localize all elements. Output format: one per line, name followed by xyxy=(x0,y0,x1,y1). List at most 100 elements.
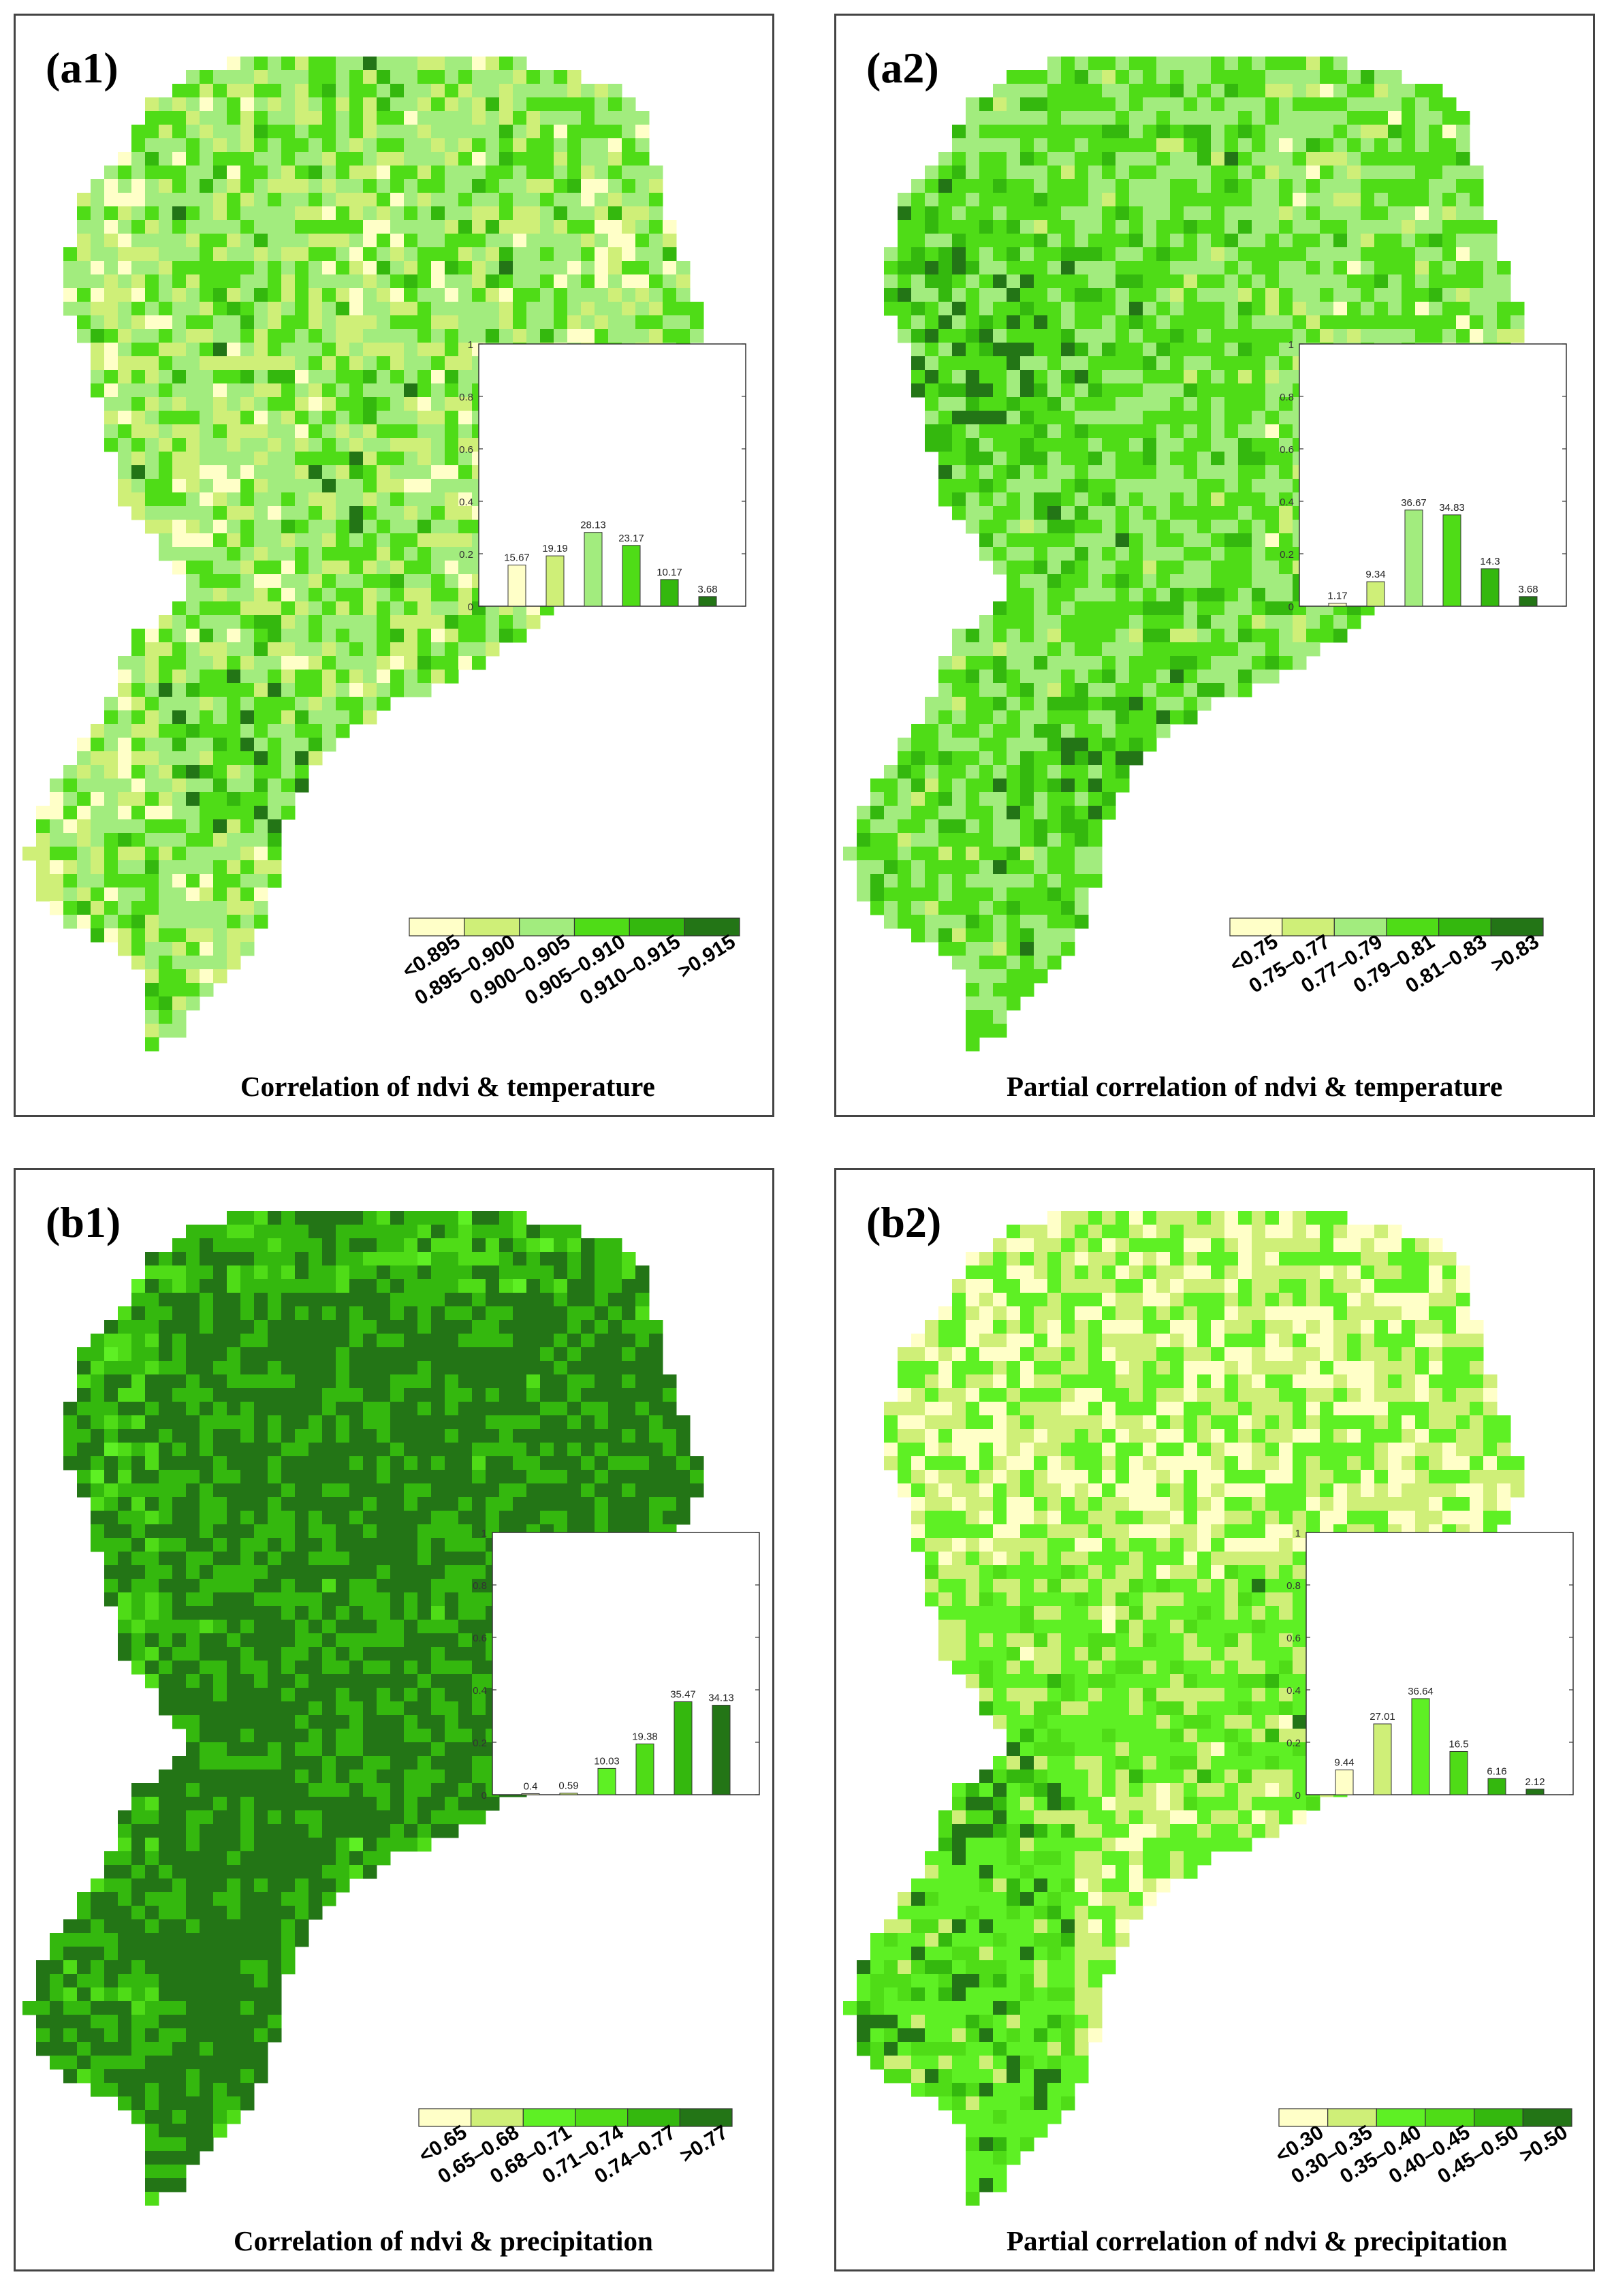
map-cell xyxy=(1402,152,1416,166)
map-cell xyxy=(1047,70,1062,84)
map-cell xyxy=(240,356,255,371)
map-cell xyxy=(1483,288,1498,302)
map-cell xyxy=(979,193,994,207)
map-cell xyxy=(227,84,241,98)
map-cell xyxy=(1020,356,1034,371)
map-cell xyxy=(431,166,445,180)
map-cell xyxy=(1129,125,1143,139)
map-cell xyxy=(1047,370,1062,384)
map-cell xyxy=(63,261,78,275)
inset-ytick-label: 1 xyxy=(1288,339,1294,351)
map-cell xyxy=(240,506,255,520)
map-cell xyxy=(213,588,227,602)
map-cell xyxy=(622,329,636,343)
map-cell xyxy=(295,274,309,289)
map-cell xyxy=(1170,452,1184,466)
map-cell xyxy=(240,315,255,330)
map-cell xyxy=(431,220,445,234)
map-cell xyxy=(1252,193,1266,207)
map-cell xyxy=(336,520,350,534)
map-cell xyxy=(486,1347,500,1362)
map-cell xyxy=(1034,288,1048,302)
map-cell xyxy=(1075,819,1089,834)
map-cell xyxy=(993,724,1007,738)
map-cell xyxy=(1115,629,1130,643)
map-cell xyxy=(91,1402,105,1416)
map-cell xyxy=(979,506,994,520)
map-cell xyxy=(952,506,966,520)
map-cell xyxy=(952,765,966,779)
map-cell xyxy=(635,220,650,234)
inset-ytick-label: 0.2 xyxy=(1280,549,1294,561)
map-cell xyxy=(363,97,377,112)
map-cell xyxy=(404,370,418,384)
map-cell xyxy=(1143,179,1157,193)
inset-bar-label: 14.3 xyxy=(1480,556,1500,567)
map-cell xyxy=(898,847,912,861)
map-cell xyxy=(1211,492,1225,507)
map-cell xyxy=(227,615,241,629)
map-cell xyxy=(458,1456,473,1471)
map-cell xyxy=(911,847,925,861)
map-cell xyxy=(431,234,445,248)
map-cell xyxy=(595,206,609,221)
map-cell xyxy=(118,356,132,371)
map-cell xyxy=(200,383,214,398)
map-cell xyxy=(363,274,377,289)
map-cell xyxy=(240,329,255,343)
map-cell xyxy=(1047,874,1062,888)
map-cell xyxy=(486,1388,500,1402)
map-cell xyxy=(1211,533,1225,548)
map-cell xyxy=(63,1443,78,1457)
map-cell xyxy=(295,370,309,384)
map-cell xyxy=(404,247,418,262)
map-cell xyxy=(145,1374,159,1389)
map-cell xyxy=(295,1374,309,1389)
map-cell xyxy=(281,179,296,193)
map-cell xyxy=(349,356,364,371)
map-cell xyxy=(1102,234,1116,248)
map-cell xyxy=(925,383,939,398)
map-cell xyxy=(1279,588,1293,602)
map-cell xyxy=(349,1429,364,1443)
map-cell xyxy=(952,370,966,384)
map-cell xyxy=(1034,779,1048,793)
map-cell xyxy=(363,288,377,302)
map-cell xyxy=(1170,220,1184,234)
map-cell xyxy=(77,1361,91,1375)
map-cell xyxy=(336,261,350,275)
map-cell xyxy=(1388,138,1402,153)
map-cell xyxy=(254,288,268,302)
map-cell xyxy=(322,97,336,112)
map-cell xyxy=(159,697,173,711)
map-cell xyxy=(458,574,473,588)
map-cell xyxy=(322,193,336,207)
map-cell xyxy=(336,1252,350,1266)
map-cell xyxy=(595,1320,609,1334)
map-cell xyxy=(145,206,159,221)
map-cell xyxy=(322,166,336,180)
map-cell xyxy=(186,1429,200,1443)
map-cell xyxy=(499,288,513,302)
map-cell xyxy=(1238,97,1252,112)
map-cell xyxy=(458,179,473,193)
map-cell xyxy=(186,288,200,302)
map-cell xyxy=(445,179,459,193)
map-cell xyxy=(649,220,663,234)
map-cell xyxy=(1061,97,1075,112)
map-cell xyxy=(966,928,980,943)
map-cell xyxy=(993,806,1007,820)
map-cell xyxy=(308,465,323,479)
map-cell xyxy=(390,1443,405,1457)
map-cell xyxy=(952,138,966,153)
map-cell xyxy=(390,492,405,507)
map-cell xyxy=(377,343,391,357)
map-cell xyxy=(1306,179,1320,193)
map-cell xyxy=(295,1238,309,1253)
map-cell xyxy=(131,138,146,153)
map-cell xyxy=(1293,234,1307,248)
map-cell xyxy=(540,1374,554,1389)
map-cell xyxy=(431,615,445,629)
map-cell xyxy=(1129,492,1143,507)
map-cell xyxy=(1184,656,1198,670)
